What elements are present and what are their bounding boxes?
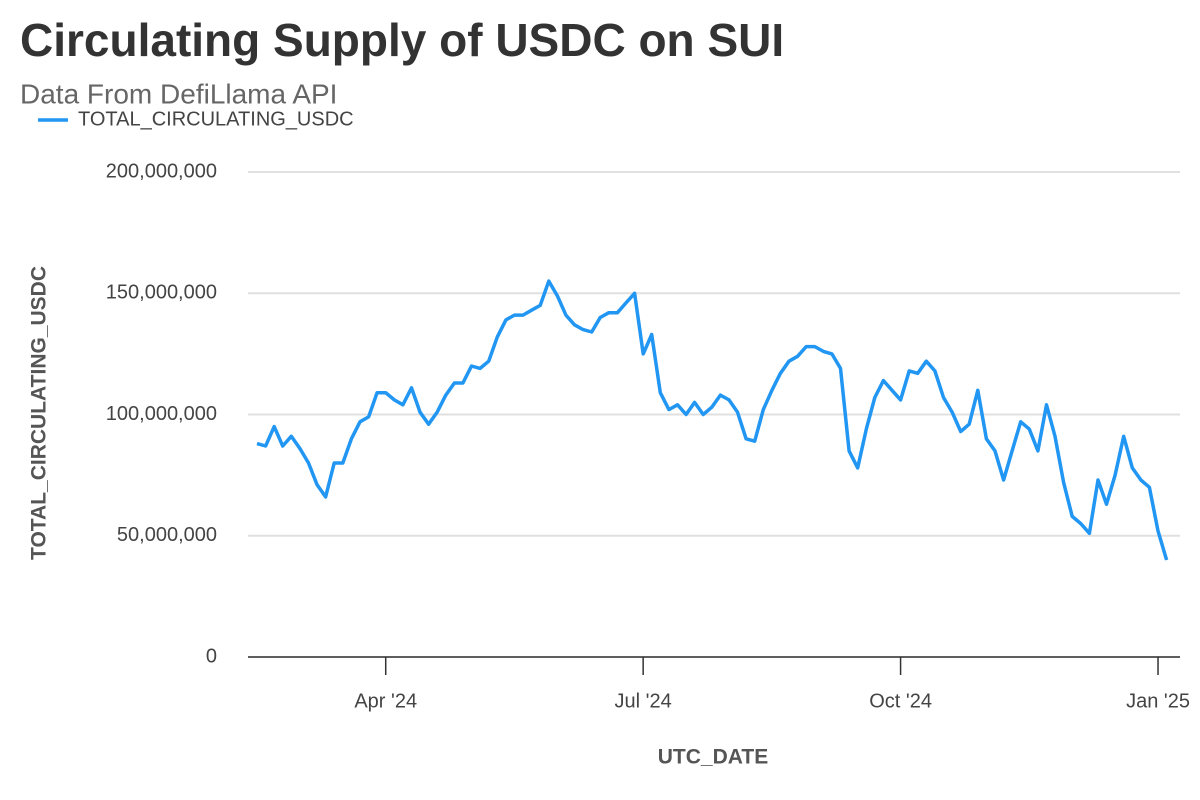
data-line	[256, 279, 1169, 561]
x-tick-label: Jan '25	[1126, 690, 1190, 712]
y-tick-label: 150,000,000	[106, 282, 217, 304]
x-tick-label: Oct '24	[869, 690, 932, 712]
legend-label: TOTAL_CIRCULATING_USDC	[78, 108, 354, 130]
x-axis-label: UTC_DATE	[658, 746, 768, 769]
y-tick-label: 50,000,000	[117, 524, 217, 546]
x-tick-label: Jul '24	[615, 690, 672, 712]
y-tick-label: 100,000,000	[106, 403, 217, 425]
y-tick-label: 0	[206, 645, 217, 667]
y-axis-label: TOTAL_CIRCULATING_USDC	[28, 266, 51, 560]
x-tick-label: Apr '24	[354, 690, 417, 712]
chart-title: Circulating Supply of USDC on SUI	[20, 14, 784, 66]
chart-subtitle: Data From DefiLlama API	[20, 78, 337, 109]
y-tick-label: 200,000,000	[106, 160, 217, 182]
